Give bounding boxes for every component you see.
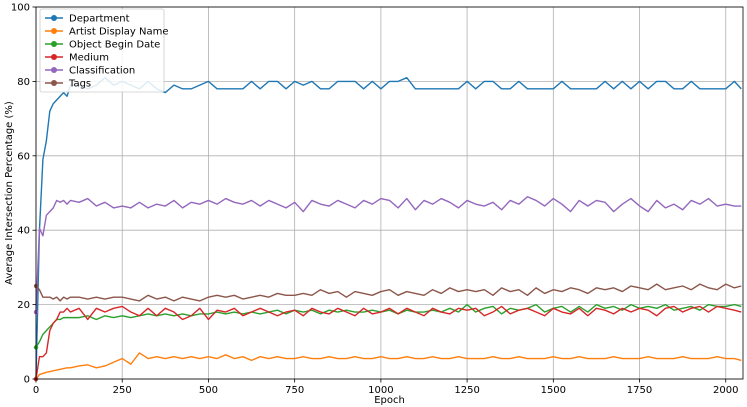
legend-label: Department <box>69 14 130 25</box>
legend-label: Tags <box>68 79 91 90</box>
x-axis-ticks: 0 250 500 750 1000 1250 1500 1750 2000 <box>33 379 738 396</box>
series-line-classification <box>35 196 742 313</box>
series-medium <box>33 305 742 382</box>
x-tick-label: 250 <box>113 385 132 396</box>
legend-label: Artist Display Name <box>69 27 169 38</box>
x-axis-label: Epoch <box>374 395 405 406</box>
series-lines <box>33 76 742 382</box>
legend-swatch-marker <box>51 28 57 34</box>
series-line-artist-display-name <box>35 352 742 380</box>
series-tags <box>33 283 742 302</box>
legend-label: Classification <box>69 66 135 77</box>
series-line-object-begin-date <box>35 303 742 348</box>
y-axis-ticks: 0 20 40 60 80 100 <box>11 3 36 386</box>
legend-swatch-marker <box>51 54 57 60</box>
legend-item-object-begin-date: Object Begin Date <box>45 40 160 51</box>
x-tick-label: 1750 <box>627 385 652 396</box>
y-tick-label: 60 <box>17 151 30 162</box>
x-tick-label: 500 <box>199 385 218 396</box>
legend-item-tags: Tags <box>45 79 91 90</box>
legend-item-artist-display-name: Artist Display Name <box>45 27 169 38</box>
series-line-medium <box>35 305 742 380</box>
y-axis-label: Average Intersection Percentage (%) <box>4 101 15 285</box>
legend-item-classification: Classification <box>45 66 135 77</box>
x-tick-label: 2000 <box>713 385 738 396</box>
series-line-tags <box>35 283 742 302</box>
y-tick-label: 80 <box>17 77 30 88</box>
series-artist-display-name <box>33 352 742 382</box>
series-department <box>33 76 742 382</box>
legend-label: Object Begin Date <box>69 40 160 51</box>
y-tick-label: 20 <box>17 300 30 311</box>
y-tick-label: 40 <box>17 226 30 237</box>
legend-swatch-marker <box>51 15 57 21</box>
legend-item-department: Department <box>45 14 130 25</box>
x-tick-label: 1250 <box>454 385 479 396</box>
legend-item-medium: Medium <box>45 53 109 64</box>
x-tick-label: 1000 <box>368 385 393 396</box>
series-classification <box>33 196 742 315</box>
legend-swatch-marker <box>51 41 57 47</box>
legend: Department Artist Display Name Object Begi… <box>39 8 169 93</box>
legend-label: Medium <box>69 53 109 64</box>
x-tick-label: 0 <box>33 385 39 396</box>
x-tick-label: 750 <box>285 385 304 396</box>
series-line-department <box>35 76 742 380</box>
legend-box <box>39 8 165 93</box>
plot-frame <box>35 6 744 380</box>
y-tick-label: 0 <box>24 375 30 386</box>
y-tick-label: 100 <box>11 3 30 14</box>
series-object-begin-date <box>33 303 742 350</box>
legend-swatch-marker <box>51 80 57 86</box>
legend-swatch-marker <box>51 67 57 73</box>
x-tick-label: 1500 <box>541 385 566 396</box>
